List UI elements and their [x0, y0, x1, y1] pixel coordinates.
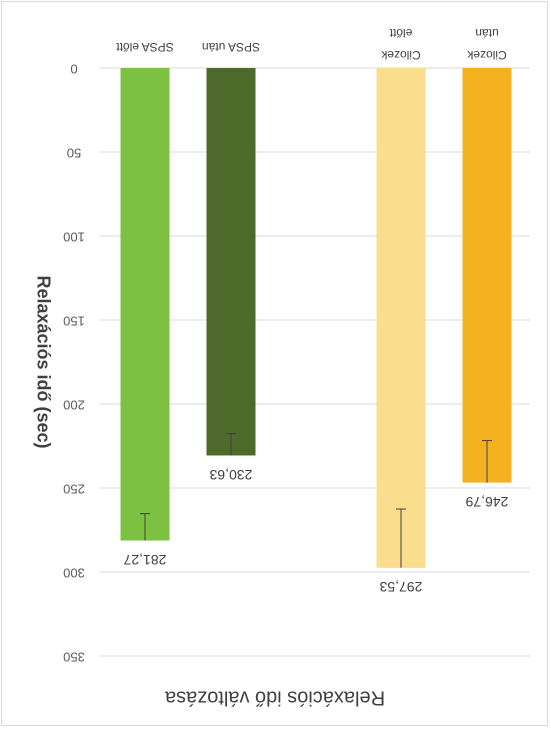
y-tick-label: 250	[63, 482, 85, 497]
category-label-line: Cilozek	[380, 48, 420, 62]
data-label: 281,27	[123, 552, 166, 568]
error-bars	[140, 433, 492, 568]
bar	[206, 68, 256, 456]
bar	[120, 68, 170, 541]
y-tick-label: 50	[67, 146, 81, 161]
bar	[462, 68, 512, 483]
category-label-line: Cilozek	[466, 48, 506, 62]
y-tick-label: 150	[63, 314, 85, 329]
y-tick-label: 350	[63, 650, 85, 665]
y-tick-label: 0	[70, 62, 77, 77]
bar	[376, 68, 426, 568]
chart-text: 0 50 100 150 200 250 300 350 281,27 230,63 297,53 2…	[33, 26, 508, 709]
y-tick-label: 100	[63, 230, 85, 245]
category-label-text: SPSA előtt	[116, 40, 174, 54]
y-tick-label: 300	[63, 566, 85, 581]
data-label: 230,63	[209, 467, 252, 483]
category-label: Cilozek után	[466, 26, 506, 62]
y-tick-label: 200	[63, 398, 85, 413]
bars	[120, 68, 512, 568]
category-label: Cilozek előtt	[380, 26, 420, 62]
category-label-line: után	[475, 26, 498, 40]
y-axis-label: Relaxációs idő (sec)	[33, 275, 53, 448]
gridlines	[100, 67, 530, 657]
data-label: 246,79	[465, 494, 508, 510]
data-label: 297,53	[379, 579, 422, 595]
chart-title: Relaxációs idő változása	[164, 687, 385, 709]
category-label-text: SPSA után	[202, 40, 260, 54]
category-label: SPSA után	[202, 40, 260, 54]
category-label: SPSA előtt	[116, 40, 174, 54]
category-label-line: előtt	[389, 26, 412, 40]
